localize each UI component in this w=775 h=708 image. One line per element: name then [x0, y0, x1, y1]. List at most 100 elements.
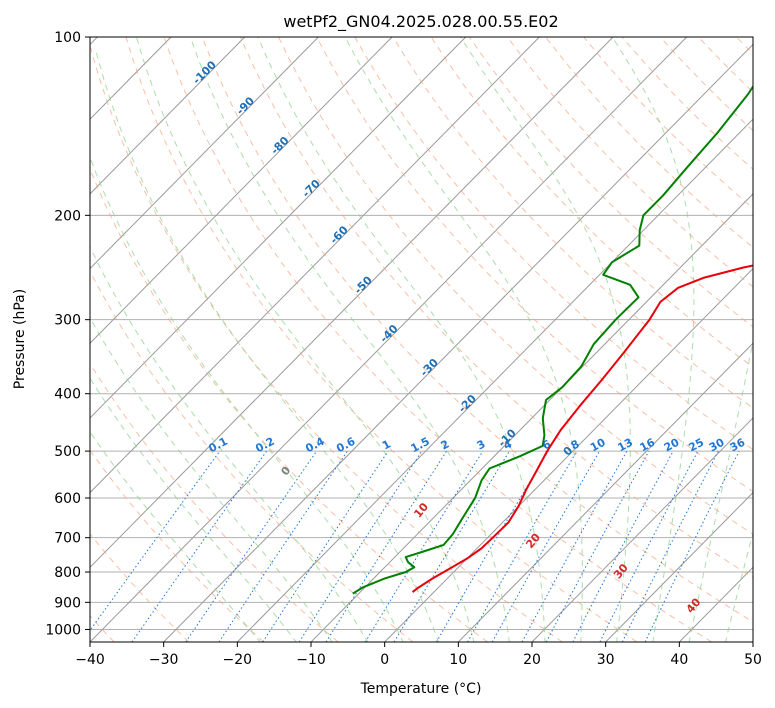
y-axis-title: Pressure (hPa): [12, 289, 28, 389]
moist-adiabat-line: [611, 37, 695, 642]
mixing-ratio-line: [599, 450, 699, 642]
moist-adiabat-line: [136, 37, 475, 642]
dry-adiabat-line: [90, 270, 414, 642]
isotherm-line: [90, 37, 246, 195]
isotherm-label: -30: [418, 356, 441, 379]
isotherm-label: -70: [300, 177, 323, 200]
moist-adiabat-line: [688, 338, 753, 642]
y-tick-label: 400: [54, 387, 81, 403]
moist-adiabat-line: [90, 377, 297, 642]
dry-adiabat-line: [239, 37, 753, 579]
x-tick-label: 50: [744, 652, 762, 668]
mixing-ratio-label: 13: [615, 436, 635, 455]
mixing-ratio-label: 16: [638, 436, 658, 455]
mixing-ratio-label: 2: [439, 437, 452, 452]
x-tick-label: −40: [75, 652, 105, 668]
moist-adiabat-line: [460, 37, 631, 642]
mixing-ratio-label: 0.6: [334, 435, 358, 456]
x-tick-label: −10: [296, 652, 326, 668]
x-tick-label: 0: [380, 652, 389, 668]
x-tick-label: 40: [670, 652, 688, 668]
mixing-ratio-line: [572, 450, 674, 642]
dry-adiabat-line: [125, 37, 638, 642]
isotherm-line: [384, 267, 753, 642]
isotherm-label: -50: [352, 273, 375, 296]
mixing-ratio-line: [262, 450, 389, 642]
moist-adiabat-label: 40: [684, 595, 704, 615]
dry-adiabat-line: [697, 37, 753, 93]
mixing-ratio-label: 3: [475, 437, 488, 452]
isotherm-line: [531, 417, 753, 642]
isotherm-label: -40: [377, 322, 400, 345]
x-tick-label: 20: [523, 652, 541, 668]
dry-adiabat-line: [659, 37, 753, 132]
x-tick-label: −30: [149, 652, 179, 668]
mixing-ratio-line: [131, 450, 268, 642]
y-tick-label: 100: [54, 30, 81, 46]
y-tick-label: 500: [54, 444, 81, 460]
dry-adiabat-line: [316, 37, 753, 493]
isotherm-line: [236, 118, 753, 642]
moist-adiabat-line: [189, 37, 510, 642]
mixing-ratio-line: [364, 450, 484, 642]
x-tick-label: 10: [449, 652, 467, 668]
chart-title: wetPf2_GN04.2025.028.00.55.E02: [283, 12, 558, 32]
moist-adiabat-label: 30: [611, 561, 631, 581]
dry-adiabat-line: [90, 362, 339, 642]
isotherm-line: [90, 37, 319, 270]
mixing-ratio-line: [521, 450, 628, 642]
isotherm-label: -90: [234, 94, 257, 117]
isotherm-label: -20: [456, 392, 479, 415]
dry-adiabat-line: [278, 37, 753, 535]
moist-adiabat-line: [90, 316, 333, 642]
moist-adiabat-line: [95, 49, 440, 642]
mixing-ratio-line: [218, 450, 348, 642]
mixing-ratio-label: 0.4: [303, 435, 327, 456]
moist-adiabat-line: [257, 37, 546, 642]
dry-adiabat-line: [90, 533, 190, 642]
mixing-ratio-line: [644, 450, 740, 642]
x-tick-label: 30: [597, 652, 615, 668]
isotherm-line: [457, 342, 753, 642]
x-axis-title: Temperature (°C): [360, 681, 482, 697]
moist-adiabat-label: 10: [411, 500, 431, 520]
mixing-ratio-label: 1.5: [409, 435, 432, 456]
temperature-profile: [411, 264, 753, 593]
mixing-ratio-label: 1: [380, 437, 393, 452]
y-tick-label: 900: [54, 595, 81, 611]
dry-adiabat-line: [201, 37, 753, 623]
mixing-ratio-label: 0.1: [207, 435, 230, 456]
mixing-ratio-line: [298, 450, 423, 642]
mixing-ratio-line: [325, 450, 448, 642]
dry-adiabat-line: [430, 37, 753, 368]
isotherm-line: [605, 491, 753, 642]
mixing-ratio-line: [621, 450, 719, 642]
isotherm-line: [90, 37, 467, 419]
dry-adiabat-line: [90, 449, 264, 642]
dry-adiabat-line: [90, 167, 488, 642]
isotherm-line: [90, 37, 614, 569]
isotherm-line: [90, 37, 540, 494]
dry-adiabat-line: [736, 37, 753, 55]
mixing-ratio-label: 36: [728, 436, 748, 455]
y-tick-label: 1000: [45, 622, 81, 638]
isotherm-line: [90, 37, 393, 344]
moist-adiabat-line: [90, 245, 369, 642]
x-tick-label: −20: [223, 652, 253, 668]
y-tick-label: 700: [54, 531, 81, 547]
y-tick-label: 600: [54, 491, 81, 507]
dry-adiabat-line: [354, 37, 753, 451]
moist-adiabat-label: 20: [523, 531, 543, 551]
isotherm-label: -80: [268, 134, 291, 157]
mixing-ratio-label: 25: [686, 436, 706, 455]
moist-adiabat-line: [90, 430, 261, 642]
mixing-ratio-label: 20: [662, 436, 682, 455]
mixing-ratio-line: [90, 450, 221, 632]
dry-adiabat-line: [392, 37, 753, 409]
plot-frame: [89, 36, 754, 643]
dry-adiabat-line: [545, 37, 753, 249]
mixing-ratio-line: [545, 450, 650, 642]
dry-adiabat-line: [163, 37, 712, 642]
dry-adiabat-line: [583, 37, 753, 209]
